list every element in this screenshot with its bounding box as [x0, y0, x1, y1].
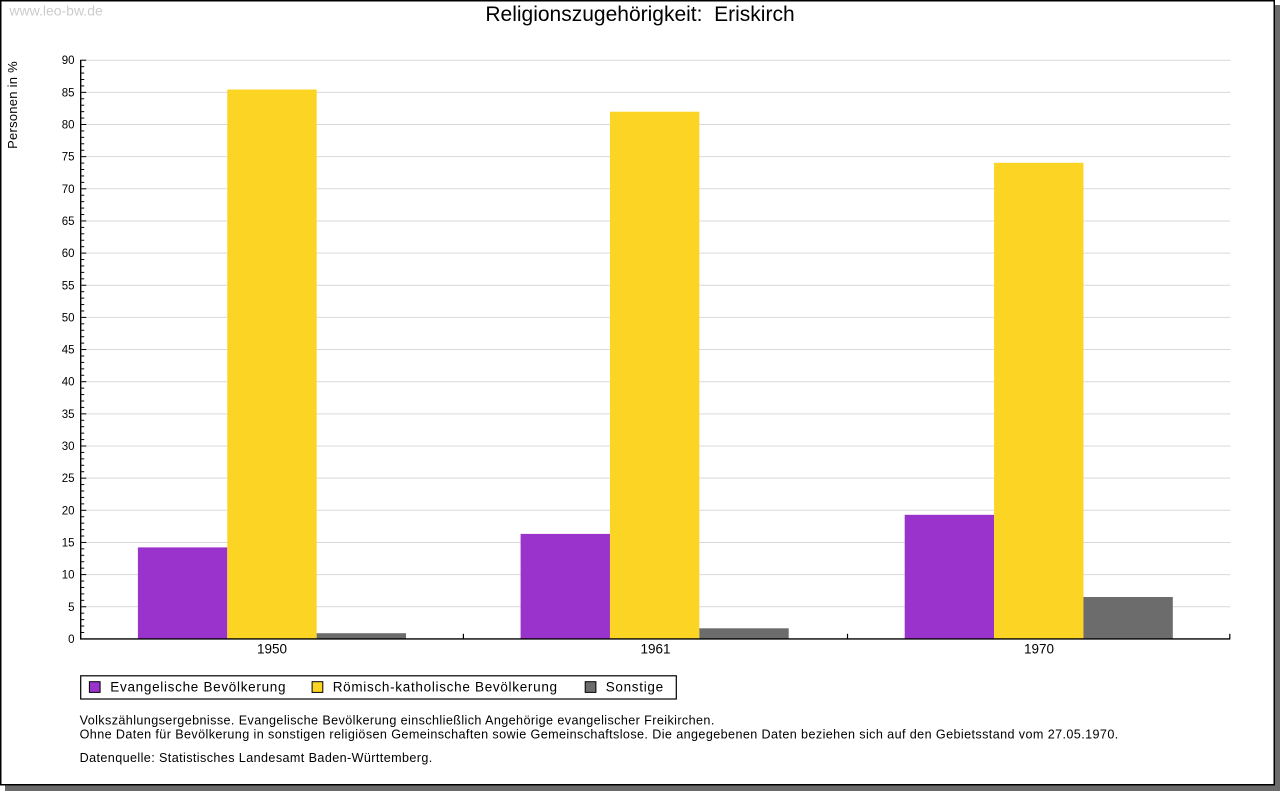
svg-text:65: 65 [62, 216, 75, 228]
svg-text:40: 40 [62, 377, 75, 389]
svg-text:www.leo-bw.de: www.leo-bw.de [8, 3, 103, 19]
svg-text:1950: 1950 [257, 642, 287, 657]
svg-text:55: 55 [62, 280, 75, 292]
svg-text:75: 75 [62, 152, 75, 164]
svg-text:85: 85 [62, 87, 75, 99]
svg-text:1970: 1970 [1024, 642, 1054, 657]
svg-text:25: 25 [62, 473, 75, 485]
svg-text:5: 5 [68, 602, 74, 614]
svg-text:20: 20 [62, 505, 75, 517]
svg-text:30: 30 [62, 441, 75, 453]
svg-text:Römisch-katholische Bevölkerun: Römisch-katholische Bevölkerung [333, 680, 558, 695]
svg-text:45: 45 [62, 345, 75, 357]
svg-text:Datenquelle: Statistisches Lan: Datenquelle: Statistisches Landesamt Bad… [80, 751, 433, 765]
svg-text:90: 90 [62, 55, 75, 67]
svg-text:Evangelische Bevölkerung: Evangelische Bevölkerung [110, 680, 286, 695]
svg-text:0: 0 [68, 634, 74, 646]
svg-text:15: 15 [62, 537, 75, 549]
svg-text:Religionszugehörigkeit: Erisk: Religionszugehörigkeit: Eriskirch [485, 3, 794, 26]
svg-text:80: 80 [62, 120, 75, 132]
svg-text:10: 10 [62, 570, 75, 582]
svg-text:70: 70 [62, 184, 75, 196]
svg-text:35: 35 [62, 409, 75, 421]
svg-text:Volkszählungsergebnisse. Evang: Volkszählungsergebnisse. Evangelische Be… [80, 714, 715, 728]
svg-text:Sonstige: Sonstige [606, 680, 664, 695]
svg-text:Personen in %: Personen in % [5, 61, 20, 149]
svg-text:Ohne Daten für Bevölkerung in: Ohne Daten für Bevölkerung in sonstigen … [80, 728, 1119, 742]
svg-text:1961: 1961 [640, 642, 670, 657]
svg-text:60: 60 [62, 248, 75, 260]
svg-text:50: 50 [62, 312, 75, 324]
